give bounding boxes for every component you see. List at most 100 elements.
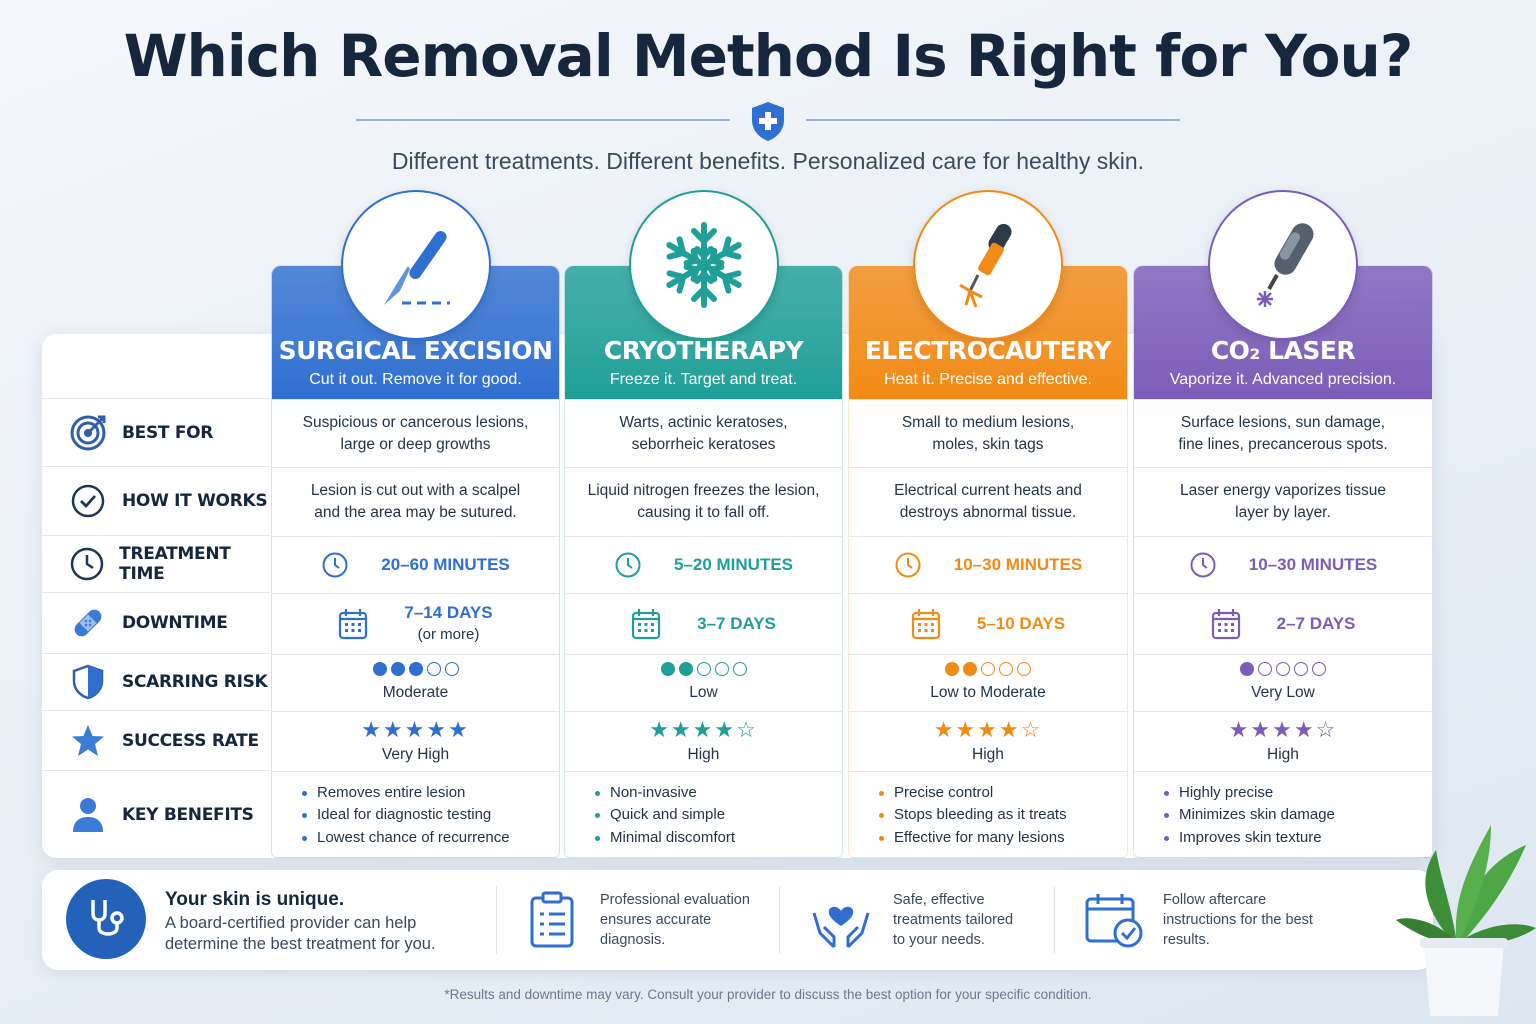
risk-dot	[714, 662, 729, 676]
title-divider-right	[806, 119, 1180, 121]
row-label-text: TREATMENT TIME	[119, 544, 231, 584]
rating-stars: ★★★★★	[361, 716, 470, 742]
scarring-value: Low to Moderate	[930, 684, 1046, 701]
footer-item-line: to your needs.	[893, 932, 985, 948]
title-divider-left	[356, 119, 730, 121]
cell-line: and the area may be sutured.	[314, 504, 517, 521]
snowflake-icon	[628, 190, 779, 340]
downtime-text: 7–14 DAYS (or more)	[404, 602, 492, 646]
risk-dot	[963, 662, 977, 676]
cell-line: Suspicious or cancerous lesions,	[302, 413, 529, 431]
benefits-list: Removes entire lesion Ideal for diagnosti…	[272, 782, 559, 850]
calendar-icon	[911, 608, 957, 640]
method-column: SURGICAL EXCISION Cut it out. Remove it …	[271, 265, 560, 858]
benefits-list: Highly precise Minimizes skin damage Impro…	[1134, 782, 1432, 850]
downtime-value-wrap: 3–7 DAYS	[631, 608, 776, 640]
row-label-text: SUCCESS RATE	[122, 730, 259, 751]
footer-divider	[1054, 886, 1055, 954]
success-rate-cell: ★★★★☆ High	[565, 711, 842, 771]
risk-dot	[1017, 662, 1031, 676]
scarring-value: Low	[689, 684, 718, 701]
benefit-item: Highly precise	[1164, 782, 1432, 805]
success-rate-cell: ★★★★☆ High	[1134, 711, 1432, 771]
risk-dot	[426, 662, 441, 676]
downtime-cell: 5–10 DAYS	[849, 593, 1127, 654]
footer-text-line-2: determine the best treatment for you.	[165, 935, 436, 953]
time-value-wrap: 5–20 MINUTES	[614, 551, 793, 579]
benefit-item: Minimal discomfort	[595, 827, 842, 850]
footer-heading: Your skin is unique.	[165, 889, 345, 910]
risk-dots	[945, 662, 1031, 676]
cell-line: Warts, actinic keratoses,	[619, 413, 788, 431]
calendar-check-icon	[1085, 894, 1143, 948]
downtime-text: 3–7 DAYS	[697, 613, 776, 635]
treatment-time-cell: 10–30 MINUTES	[1134, 536, 1432, 593]
method-column: CO₂ LASER Vaporize it. Advanced precisio…	[1133, 265, 1433, 858]
risk-dot	[1240, 662, 1254, 676]
downtime-cell: 2–7 DAYS	[1134, 593, 1432, 654]
rating-stars: ★★★★☆	[1228, 716, 1338, 742]
risk-dot	[1294, 662, 1308, 676]
risk-dot	[981, 662, 995, 676]
cell-line: Small to medium lesions,	[901, 413, 1075, 431]
downtime-value-wrap: 5–10 DAYS	[911, 608, 1065, 640]
footer-divider	[779, 886, 780, 954]
footer-item-line: treatments tailored	[893, 912, 1014, 928]
benefit-item: Stops bleeding as it treats	[879, 804, 1127, 827]
how-it-works-cell: Electrical current heats and destroys ab…	[849, 467, 1127, 536]
benefit-item: Precise control	[879, 782, 1127, 805]
scalpel-icon	[340, 190, 491, 340]
clock-icon	[68, 544, 105, 584]
row-label-downtime: DOWNTIME	[42, 592, 270, 653]
cell-line: destroys abnormal tissue.	[899, 504, 1077, 521]
risk-dot	[945, 662, 959, 676]
method-name: ELECTROCAUTERY	[864, 336, 1112, 365]
method-tagline: Cut it out. Remove it for good.	[309, 371, 522, 388]
key-benefits-cell: Removes entire lesion Ideal for diagnosti…	[272, 771, 559, 857]
row-label-text: SCARRING RISK	[122, 672, 268, 692]
row-label-success-rate: SUCCESS RATE	[42, 710, 270, 770]
time-value: 20–60 MINUTES	[381, 555, 510, 574]
key-benefits-cell: Non-invasive Quick and simple Minimal disc…	[565, 771, 842, 857]
best-for-cell: Warts, actinic keratoses, seborrheic ker…	[565, 399, 842, 467]
benefit-item: Removes entire lesion	[302, 782, 559, 805]
check-circle-icon	[68, 481, 108, 521]
best-for-cell: Suspicious or cancerous lesions, large o…	[272, 399, 559, 467]
treatment-time-cell: 5–20 MINUTES	[565, 536, 842, 593]
clipboard-icon	[530, 891, 574, 948]
time-value: 10–30 MINUTES	[1248, 555, 1378, 574]
downtime-cell: 7–14 DAYS (or more)	[272, 593, 559, 654]
star-icon	[68, 721, 108, 761]
row-label-text: HOW IT WORKS	[122, 491, 268, 511]
risk-dot	[372, 662, 387, 676]
cell-line: fine lines, precancerous spots.	[1178, 435, 1388, 453]
scarring-risk-cell: Very Low	[1134, 654, 1432, 711]
cell-line: large or deep growths	[340, 435, 491, 453]
row-label-key-benefits: KEY BENEFITS	[42, 770, 270, 858]
method-tagline: Vaporize it. Advanced precision.	[1169, 371, 1397, 388]
footer-divider	[496, 886, 497, 954]
scarring-risk-cell: Moderate	[272, 654, 559, 711]
benefit-item: Effective for many lesions	[879, 827, 1127, 850]
benefit-item: Improves skin texture	[1164, 827, 1432, 850]
bandage-icon	[68, 603, 108, 643]
method-name: CRYOTHERAPY	[603, 336, 804, 365]
row-label-how-it-works: HOW IT WORKS	[42, 466, 270, 535]
success-value: High	[687, 745, 720, 763]
success-value: High	[972, 745, 1004, 763]
cell-line: Surface lesions, sun damage,	[1180, 413, 1386, 431]
risk-dot	[1276, 662, 1290, 676]
risk-dot	[408, 662, 423, 676]
risk-dots	[372, 662, 459, 676]
cell-line: seborrheic keratoses	[631, 435, 776, 453]
downtime-value: 7–14 DAYS	[404, 603, 493, 622]
risk-dot	[732, 662, 747, 676]
rating-stars: ★★★★☆	[933, 716, 1043, 742]
footer-item-line: Professional evaluation	[600, 892, 750, 908]
success-value: Very High	[381, 745, 450, 763]
disclaimer: *Results and downtime may vary. Consult …	[444, 987, 1092, 1002]
row-label-text: DOWNTIME	[122, 613, 228, 633]
benefit-item: Minimizes skin damage	[1164, 804, 1432, 827]
cell-line: Lesion is cut out with a scalpel	[310, 482, 521, 499]
benefits-list: Non-invasive Quick and simple Minimal disc…	[565, 782, 842, 850]
